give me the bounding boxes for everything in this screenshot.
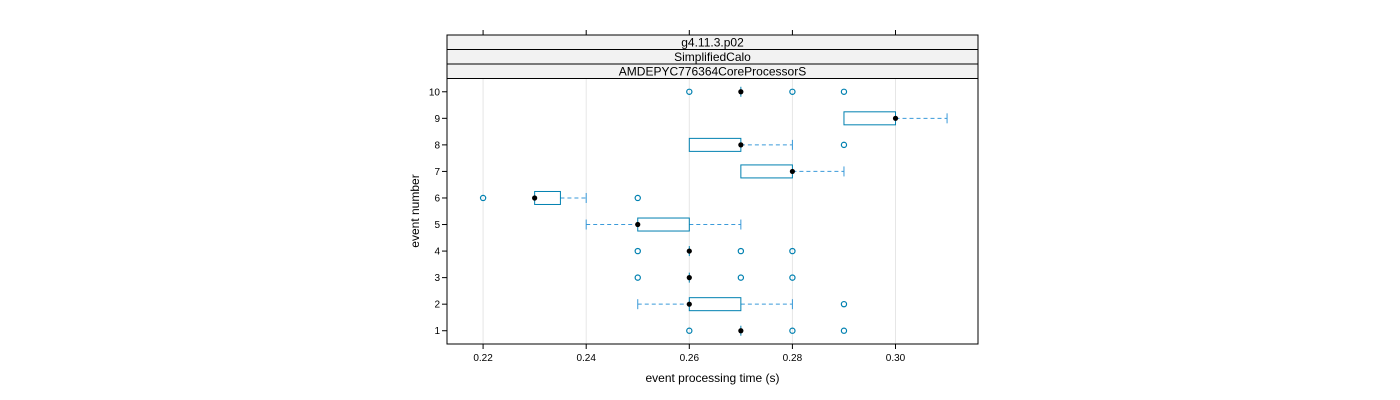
y-tick-label: 5 [434,220,440,231]
box-event-9 [843,111,948,126]
strip-2-label: SimplifiedCalo [674,50,751,64]
median-point [738,142,744,148]
boxes-layer [479,86,948,336]
y-tick-label: 8 [434,140,440,151]
strip-3-label: AMDEPYC776364CoreProcessorS [619,65,806,79]
outlier-point [789,327,796,334]
outlier-point [789,247,796,255]
box-event-1 [686,325,848,336]
x-tick-label: 0.30 [886,353,906,364]
y-tick-label: 3 [434,273,440,284]
median-point [686,275,692,281]
box-iqr [688,297,742,312]
median-point [686,301,692,307]
outlier-point [840,327,848,334]
outlier-point [789,88,796,95]
box-event-8 [688,137,848,152]
box-iqr [688,137,742,152]
y-tick-label: 6 [434,193,440,204]
y-tick-label: 7 [434,167,440,178]
strip-headers: g4.11.3.p02 SimplifiedCalo AMDEPYC776364… [446,34,979,79]
outlier-point [737,274,745,281]
box-iqr [740,164,793,179]
y-tick-label: 10 [429,87,441,98]
median-point [738,89,744,95]
y-axis-title: event number [408,174,422,247]
y-tick-label: 2 [434,300,440,311]
y-axis: 1 2 3 4 5 6 7 8 9 10 [429,87,447,337]
outlier-point [479,194,487,202]
box-event-4 [634,246,796,257]
plot-panel-frame [446,78,979,345]
outlier-point [840,141,848,149]
outlier-point [840,88,848,95]
outlier-point [737,247,745,255]
median-point [532,195,538,201]
median-point [892,115,899,121]
outlier-point [840,300,848,308]
box-event-3 [634,272,796,283]
x-tick-label: 0.28 [783,353,803,364]
box-iqr [843,111,897,126]
x-tick-label: 0.24 [576,353,596,364]
y-tick-label: 4 [434,247,440,258]
strip-1-label: g4.11.3.p02 [681,36,744,50]
outlier-point [634,247,641,255]
median-point [635,221,641,228]
box-iqr [534,190,561,205]
median-point [686,248,692,254]
box-event-5 [585,217,742,232]
top-axis-ticks [482,30,897,35]
outlier-point [634,194,641,202]
y-tick-label: 1 [434,326,440,337]
outlier-point [686,327,693,334]
box-iqr [637,217,690,232]
outlier-point [789,274,796,281]
x-axis: 0.22 0.24 0.26 0.28 0.30 [473,344,906,364]
outlier-point [634,274,641,281]
x-axis-title: event processing time (s) [645,371,779,385]
x-tick-label: 0.22 [473,353,493,364]
x-tick-label: 0.26 [680,353,700,364]
box-event-7 [740,164,845,179]
box-event-10 [686,86,848,97]
outlier-point [686,88,693,95]
median-point [738,328,744,334]
median-point [789,168,796,175]
y-tick-label: 9 [434,114,440,125]
box-event-2 [637,297,848,312]
box-event-6 [479,190,641,205]
